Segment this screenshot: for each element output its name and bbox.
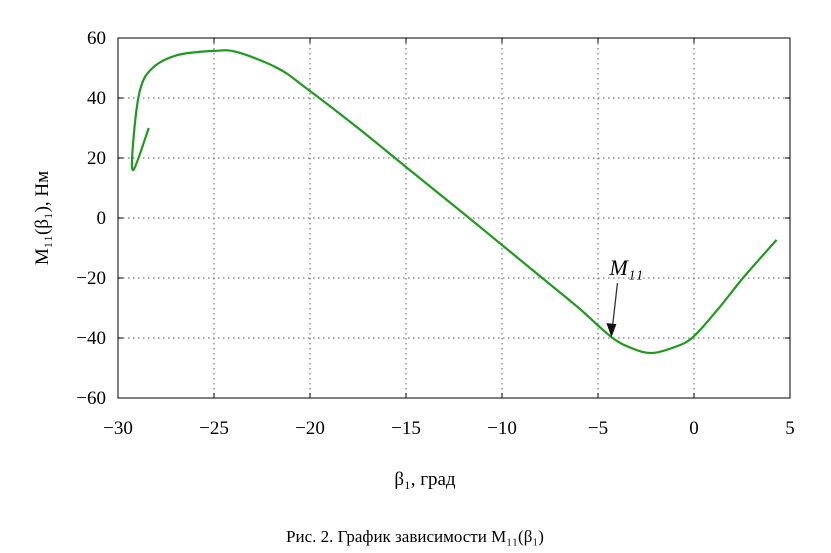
figure-caption: Рис. 2. График зависимости M₁₁(β₁) xyxy=(286,527,544,546)
series xyxy=(130,49,778,355)
annotation-arrow xyxy=(611,283,619,328)
y-axis-label: M₁₁(β₁), Нм xyxy=(32,171,53,265)
annotation-label: M₁₁ xyxy=(608,255,643,280)
x-tick-label: −20 xyxy=(295,418,325,439)
x-tick-label: 5 xyxy=(785,418,795,439)
x-tick-label: −10 xyxy=(487,418,517,439)
annotations: M₁₁ xyxy=(606,255,643,338)
x-axis-label: β₁, град xyxy=(394,469,456,490)
y-tick-label: 40 xyxy=(87,88,106,109)
y-tick-label: 0 xyxy=(97,208,107,229)
y-tick-label: −60 xyxy=(76,388,106,409)
x-tick-label: −5 xyxy=(588,418,608,439)
x-tick-label: −30 xyxy=(103,418,133,439)
x-tick-label: −15 xyxy=(391,418,421,439)
ticks: −30 −25 −20 −15 −10 −5 0 5 −60 −40 −20 0 20 40 60 xyxy=(76,28,794,439)
y-tick-label: 60 xyxy=(87,28,106,49)
y-tick-label: 20 xyxy=(87,148,106,169)
series-line xyxy=(130,49,778,355)
grid xyxy=(118,38,790,398)
y-tick-label: −20 xyxy=(76,268,106,289)
x-tick-label: 0 xyxy=(689,418,699,439)
x-tick-label: −25 xyxy=(199,418,229,439)
y-tick-label: −40 xyxy=(76,328,106,349)
annotation-arrowhead xyxy=(606,323,617,338)
